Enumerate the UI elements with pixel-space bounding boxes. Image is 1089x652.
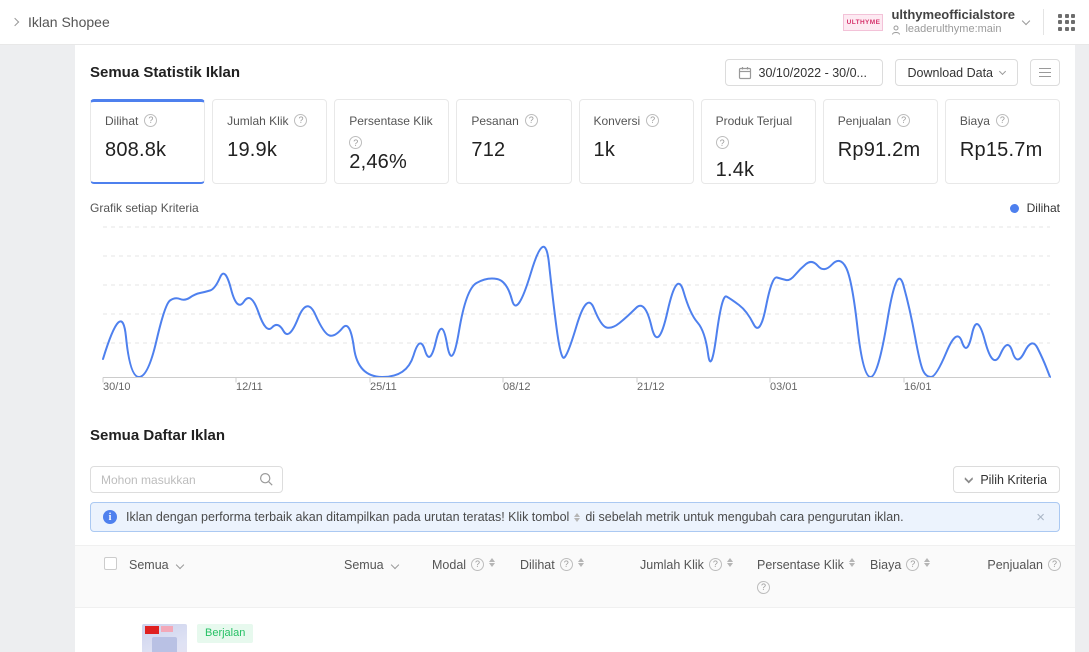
stat-value: 1.4k [715,159,755,182]
product-thumbnail[interactable] [142,624,187,652]
stat-value: Rp15.7m [959,139,1043,162]
help-icon[interactable]: ? [471,558,485,571]
chevron-down-icon [390,560,399,570]
column-header-jumlah-klik[interactable]: Jumlah Klik ? [640,557,757,575]
help-icon[interactable]: ? [708,558,722,571]
help-icon[interactable]: ? [524,114,538,127]
stat-card-biaya[interactable]: Biaya? Rp15.7m [944,99,1060,184]
info-banner: i Iklan dengan performa terbaik akan dit… [90,502,1060,532]
stats-section-title: Semua Statistik Iklan [90,64,241,81]
table-header: Semua Semua Modal ? Dilihat ? Jumlah Kli… [75,545,1075,608]
stat-value: 712 [471,139,506,162]
column-header-persentase-klik[interactable]: Persentase Klik ? [757,557,870,594]
column-header-semua-nama[interactable]: Semua [129,557,344,575]
chevron-down-icon [998,67,1007,75]
line-chart[interactable]: 30/10 12/11 25/11 08/12 21/12 03/01 16/0… [90,221,1060,399]
sort-icon [574,513,581,522]
column-header-dilihat[interactable]: Dilihat ? [520,557,640,575]
x-tick-label: 03/01 [770,381,798,393]
help-icon[interactable]: ? [715,136,729,150]
stat-value: 2,46% [349,151,407,174]
date-range-button[interactable]: 30/10/2022 - 30/0... [724,59,883,86]
banner-text-before: Iklan dengan performa terbaik akan ditam… [126,510,570,524]
pilih-kriteria-button[interactable]: Pilih Kriteria [952,466,1060,493]
download-data-button[interactable]: Download Data [894,59,1018,86]
top-header: Iklan Shopee ULTHYME ulthymeofficialstor… [0,0,1089,45]
breadcrumb[interactable]: Iklan Shopee [10,14,110,30]
chart-canvas[interactable] [90,221,1060,383]
x-tick-label: 21/12 [637,381,665,393]
store-account: leaderulthyme:main [905,23,1002,36]
column-header-modal[interactable]: Modal ? [432,557,520,575]
close-icon[interactable]: × [1036,508,1045,526]
series-line-dilihat [102,245,1051,378]
column-header-penjualan[interactable]: Penjualan ? [962,557,1061,575]
help-icon[interactable]: ? [1048,558,1061,571]
stat-card-persentase-klik[interactable]: Persentase Klik? 2,46% [334,99,450,184]
help-icon[interactable]: ? [646,114,660,127]
stat-cards: Dilihat? 808.8k Jumlah Klik? 19.9k Perse… [90,99,1060,184]
main-panel: Semua Statistik Iklan 30/10/2022 - 30/0.… [75,45,1075,652]
search-input[interactable] [90,466,283,493]
stat-value: 808.8k [105,139,167,162]
person-icon [892,25,901,35]
x-tick-label: 08/12 [503,381,531,393]
stat-card-pesanan[interactable]: Pesanan? 712 [456,99,572,184]
sort-icon[interactable] [577,558,584,567]
stat-card-penjualan[interactable]: Penjualan? Rp91.2m [822,99,938,184]
x-tick-label: 12/11 [236,381,263,393]
stat-value: 1k [593,139,616,162]
help-icon[interactable]: ? [559,558,573,571]
stat-card-konversi[interactable]: Konversi? 1k [578,99,694,184]
chevron-down-icon [1021,16,1031,25]
app-launcher-icon[interactable] [1058,13,1075,31]
header-divider [1043,9,1044,35]
x-axis-ticks [102,377,905,383]
sort-icon[interactable] [848,558,855,567]
x-tick-label: 25/11 [370,381,397,393]
help-icon[interactable]: ? [294,114,308,127]
search-icon [259,472,273,486]
legend-dot-icon [1009,203,1019,213]
help-icon[interactable]: ? [144,114,158,127]
legend-item-dilihat[interactable]: Dilihat [1009,201,1060,215]
table-row[interactable]: Berjalan [90,608,1060,652]
help-icon[interactable]: ? [995,114,1009,127]
stat-card-jumlah-klik[interactable]: Jumlah Klik? 19.9k [212,99,328,184]
sort-icon[interactable] [726,558,733,567]
status-badge: Berjalan [197,624,254,643]
stat-card-dilihat[interactable]: Dilihat? 808.8k [90,99,206,184]
stat-value: Rp91.2m [837,139,921,162]
help-icon[interactable]: ? [349,136,363,150]
chart-title: Grafik setiap Kriteria [90,201,199,215]
sort-icon[interactable] [489,558,496,567]
list-view-button[interactable] [1030,59,1060,86]
x-tick-label: 30/10 [103,381,131,393]
help-icon[interactable]: ? [757,580,770,594]
store-name: ulthymeofficialstore [891,7,1015,22]
chevron-down-icon [175,560,184,570]
help-icon[interactable]: ? [897,114,911,127]
x-tick-label: 16/01 [904,381,932,393]
stat-value: 19.9k [227,139,278,162]
column-header-biaya[interactable]: Biaya ? [870,557,962,575]
double-chevron-down-icon [964,473,973,483]
column-header-semua-status[interactable]: Semua [344,557,432,575]
banner-text-after: di sebelah metrik untuk mengubah cara pe… [585,510,904,524]
breadcrumb-label: Iklan Shopee [28,14,110,30]
sort-icon[interactable] [924,558,931,567]
breadcrumb-chevron-icon [10,17,20,27]
list-section-title: Semua Daftar Iklan [90,427,226,444]
info-icon: i [103,510,117,524]
help-icon[interactable]: ? [906,558,920,571]
select-all-checkbox[interactable] [104,557,117,570]
date-range-value: 30/10/2022 - 30/0... [758,65,867,80]
store-switcher[interactable]: ULTHYME ulthymeofficialstore leaderulthy… [843,7,1031,37]
store-logo: ULTHYME [843,13,884,31]
stat-card-produk-terjual[interactable]: Produk Terjual? 1.4k [700,99,816,184]
calendar-icon [738,66,751,79]
